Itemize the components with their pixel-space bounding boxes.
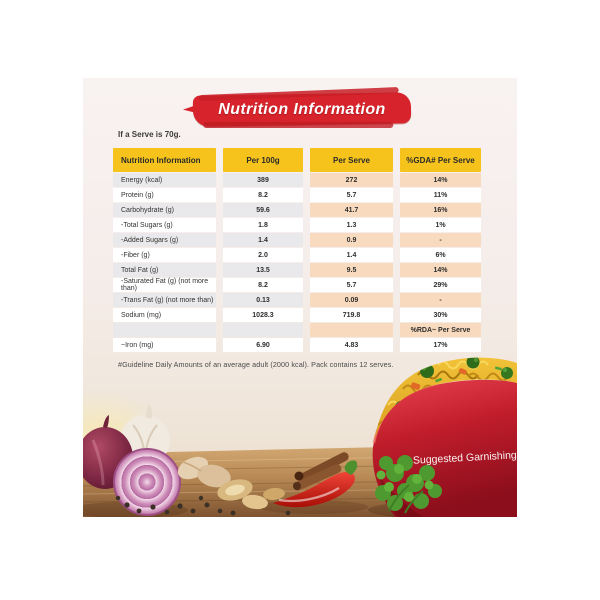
row-gda: %RDA~ Per Serve [400,323,481,337]
column-header-gda: %GDA# Per Serve [400,148,481,172]
row-gda: 11% [400,188,481,202]
row-per100g: 1.4 [223,233,303,247]
title-banner: Nutrition Information [193,92,412,127]
serve-size-note: If a Serve is 70g. [118,130,181,139]
row-perserve: 0.9 [310,233,393,247]
row-gda: 16% [400,203,481,217]
row-perserve: 41.7 [310,203,393,217]
red-onion-half [113,448,181,516]
garlic-cloves [177,456,231,488]
row-per100g: 59.6 [223,203,303,217]
row-label: Energy (kcal) [113,173,216,187]
row-per100g: 8.2 [223,278,303,292]
row-gda: 30% [400,308,481,322]
nutrition-table: Nutrition Information Per 100g Per Serve… [113,148,485,352]
page-title: Nutrition Information [218,100,386,118]
red-chili [273,460,358,508]
column-header-per100g: Per 100g [223,148,303,172]
row-perserve [310,323,393,337]
column-header-perserve: Per Serve [310,148,393,172]
row-label: Total Fat (g) [113,263,216,277]
row-per100g: 13.5 [223,263,303,277]
garnish-photo-art: Suggested Garnishing [83,357,517,517]
row-per100g: 0.13 [223,293,303,307]
row-perserve: 9.5 [310,263,393,277]
nutrition-label-card: Nutrition Information If a Serve is 70g.… [83,78,517,517]
row-perserve: 5.7 [310,188,393,202]
row-per100g: 8.2 [223,188,303,202]
row-per100g: 2.0 [223,248,303,262]
peppercorns [115,495,291,516]
bowl-caption: Suggested Garnishing [413,449,517,466]
row-gda: 14% [400,173,481,187]
row-label: Protein (g) [113,188,216,202]
row-gda: 6% [400,248,481,262]
row-label: Carbohydrate (g) [113,203,216,217]
row-perserve: 1.4 [310,248,393,262]
row-per100g: 1.8 [223,218,303,232]
row-perserve: 5.7 [310,278,393,292]
row-label: -Trans Fat (g) (not more than) [113,293,216,307]
row-label: -Added Sugars (g) [113,233,216,247]
row-perserve: 272 [310,173,393,187]
row-perserve: 4.83 [310,338,393,352]
row-per100g [223,323,303,337]
gda-footnote: #Guideline Daily Amounts of an average a… [118,360,394,369]
row-gda: 17% [400,338,481,352]
row-gda: - [400,293,481,307]
column-header-nutrition: Nutrition Information [113,148,216,172]
row-label: ~Iron (mg) [113,338,216,352]
row-perserve: 0.09 [310,293,393,307]
row-label: -Fiber (g) [113,248,216,262]
row-label: Sodium (mg) [113,308,216,322]
row-per100g: 6.90 [223,338,303,352]
row-per100g: 1028.3 [223,308,303,322]
ginger-slices [217,479,285,510]
row-perserve: 1.3 [310,218,393,232]
row-label: -Saturated Fat (g) (not more than) [113,278,216,292]
garnish-photo: Suggested Garnishing [83,355,517,517]
row-label: -Total Sugars (g) [113,218,216,232]
row-perserve: 719.8 [310,308,393,322]
row-gda: 29% [400,278,481,292]
coriander-leaves [375,455,442,514]
row-gda: 14% [400,263,481,277]
cinnamon-sticks [293,452,349,491]
row-per100g: 389 [223,173,303,187]
row-gda: - [400,233,481,247]
row-gda: 1% [400,218,481,232]
row-label [113,323,216,337]
